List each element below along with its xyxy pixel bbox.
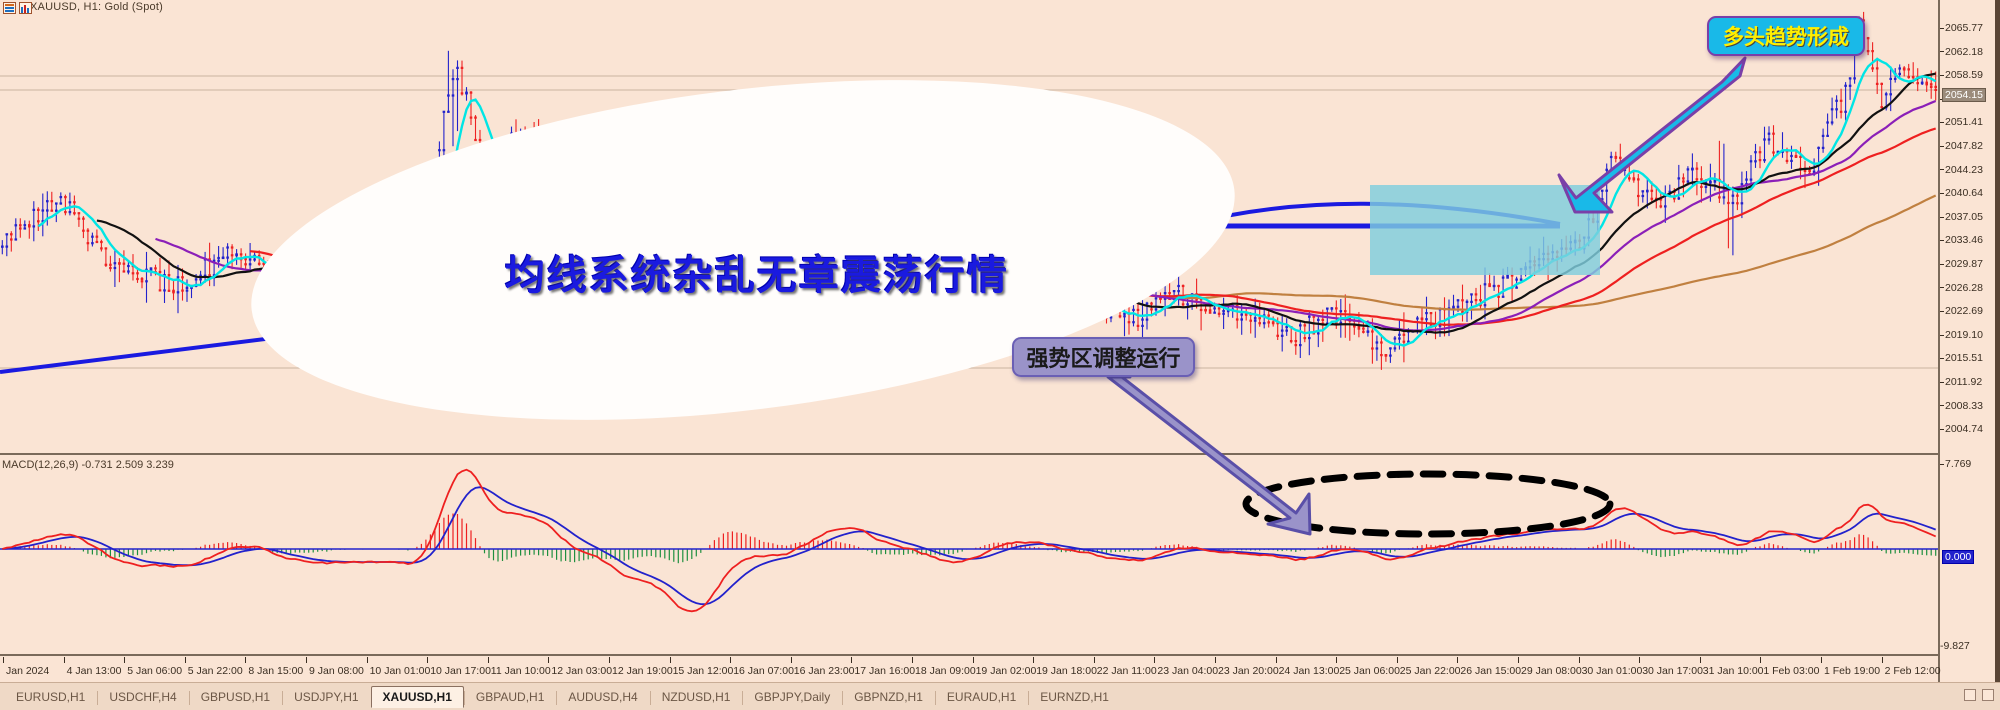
time-tick-label: 18 Jan 09:00	[912, 657, 976, 677]
time-tick-label: 25 Jan 22:00	[1396, 657, 1461, 677]
center-annotation-text: 均线系统杂乱无章震荡行情	[505, 253, 1009, 299]
time-tick-label: 17 Jan 16:00	[851, 657, 916, 677]
time-tick-label: 29 Jan 08:00	[1518, 657, 1582, 677]
time-tick-label: 11 Jan 10:00	[487, 657, 551, 677]
time-tick-label: 31 Jan 10:00	[1699, 657, 1764, 677]
macd-indicator-panel[interactable]	[0, 457, 1938, 654]
price-tick: 2044.23	[1940, 164, 2000, 176]
time-tick-label: 10 Jan 17:00	[427, 657, 491, 677]
chart-tab-xauusd-h1[interactable]: XAUUSD,H1	[370, 685, 464, 708]
chart-tab-eurnzd-h1[interactable]: EURNZD,H1	[1028, 686, 1121, 708]
macd-scale-top: 7.769	[1940, 458, 2000, 470]
time-tick-label: 15 Jan 12:00	[669, 657, 734, 677]
macd-label: MACD(12,26,9) -0.731 2.509 3.239	[2, 459, 174, 471]
macd-scale-bottom: -9.827	[1940, 640, 1970, 652]
macd-series-layer	[0, 468, 1938, 613]
time-tick-label: 1 Feb 03:00	[1760, 657, 1820, 677]
price-tick: 2047.82	[1940, 140, 2000, 152]
price-tick: 2011.92	[1940, 376, 2000, 388]
chart-tab-usdjpy-h1[interactable]: USDJPY,H1	[282, 686, 370, 708]
time-tick-label: 5 Jan 22:00	[184, 657, 243, 677]
time-tick-label: 9 Jan 08:00	[306, 657, 364, 677]
price-tick: 2022.69	[1940, 305, 2000, 317]
time-tick-label: 19 Jan 02:00	[972, 657, 1037, 677]
time-tick-label: 4 Jan 13:00	[63, 657, 122, 677]
chart-tab-gbpnzd-h1[interactable]: GBPNZD,H1	[842, 686, 935, 708]
price-tick: 2058.59	[1940, 69, 2000, 81]
time-tick-label: 23 Jan 20:00	[1215, 657, 1279, 677]
consolidation-highlight-box	[1370, 185, 1600, 275]
price-tick: 2062.18	[1940, 46, 2000, 58]
time-tick-label: Jan 2024	[2, 657, 50, 677]
time-tick-label: 1 Feb 19:00	[1820, 657, 1881, 677]
chart-tab-euraud-h1[interactable]: EURAUD,H1	[934, 686, 1028, 708]
time-tick-label: 12 Jan 19:00	[609, 657, 673, 677]
bar-chart-icon[interactable]	[3, 2, 16, 14]
price-tick: 2008.33	[1940, 400, 2000, 412]
chart-tab-gbpusd-h1[interactable]: GBPUSD,H1	[188, 686, 282, 708]
macd-zero-badge: 0.000	[1942, 550, 1975, 564]
price-tick: 2033.46	[1940, 234, 2000, 246]
price-tick: 2004.74	[1940, 423, 2000, 435]
price-tick: 2019.10	[1940, 329, 2000, 341]
price-scale-axis[interactable]: 2065.772062.182058.592055.002051.412047.…	[1938, 0, 2000, 682]
chart-tab-usdchf-h4[interactable]: USDCHF,H4	[97, 686, 188, 708]
price-tick: 2015.51	[1940, 352, 2000, 364]
time-tick-label: 30 Jan 01:00	[1578, 657, 1643, 677]
chart-tab-bar[interactable]: EURUSD,H1 USDCHF,H4 GBPUSD,H1 USDJPY,H1 XAUU…	[0, 682, 2000, 710]
time-tick-label: 30 Jan 17:00	[1639, 657, 1703, 677]
price-tick: 2051.41	[1940, 116, 2000, 128]
tabbar-controls[interactable]	[1964, 689, 1994, 701]
time-tick-label: 16 Jan 07:00	[730, 657, 794, 677]
time-tick-label: 12 Jan 03:00	[548, 657, 613, 677]
tabbar-scroll-right-icon[interactable]	[1982, 689, 1994, 701]
time-tick-label: 5 Jan 06:00	[124, 657, 183, 677]
chart-tab-audusd-h4[interactable]: AUDUSD,H4	[556, 686, 649, 708]
time-tick-label: 2 Feb 12:00	[1881, 657, 1941, 677]
time-tick-label: 8 Jan 15:00	[245, 657, 304, 677]
price-tick: 2037.05	[1940, 211, 2000, 223]
callout-bullish-trend[interactable]: 多头趋势形成	[1707, 16, 1865, 56]
current-price-badge: 2054.15	[1942, 88, 1986, 102]
callout-strong-zone-adjust[interactable]: 强势区调整运行	[1012, 337, 1195, 377]
price-tick: 2026.28	[1940, 282, 2000, 294]
chart-tab-nzdusd-h1[interactable]: NZDUSD,H1	[649, 686, 743, 708]
time-tick-label: 16 Jan 23:00	[790, 657, 855, 677]
chart-tab-gbpjpy-daily[interactable]: GBPJPY,Daily	[742, 686, 842, 708]
time-tick-label: 10 Jan 01:00	[366, 657, 431, 677]
tabbar-scroll-left-icon[interactable]	[1964, 689, 1976, 701]
price-tick: 2065.77	[1940, 22, 2000, 34]
window-right-edge	[1995, 0, 2000, 682]
time-axis[interactable]: Jan 2024 4 Jan 13:00 5 Jan 06:00 5 Jan 22:0…	[0, 654, 1941, 682]
price-chart-panel[interactable]	[0, 0, 1938, 470]
time-tick-label: 26 Jan 15:00	[1457, 657, 1522, 677]
chart-tab-gbpaud-h1[interactable]: GBPAUD,H1	[463, 686, 556, 708]
chart-symbol-title: XAUUSD, H1: Gold (Spot)	[30, 1, 163, 13]
time-tick-label: 24 Jan 13:00	[1275, 657, 1340, 677]
candlestick-icon[interactable]	[19, 2, 32, 14]
time-tick-label: 22 Jan 11:00	[1093, 657, 1157, 677]
chart-tab-eurusd-h1[interactable]: EURUSD,H1	[16, 689, 86, 704]
time-tick-label: 19 Jan 18:00	[1033, 657, 1097, 677]
price-tick: 2029.87	[1940, 258, 2000, 270]
time-tick-label: 23 Jan 04:00	[1154, 657, 1219, 677]
time-tick-label: 25 Jan 06:00	[1336, 657, 1400, 677]
price-tick: 2040.64	[1940, 187, 2000, 199]
